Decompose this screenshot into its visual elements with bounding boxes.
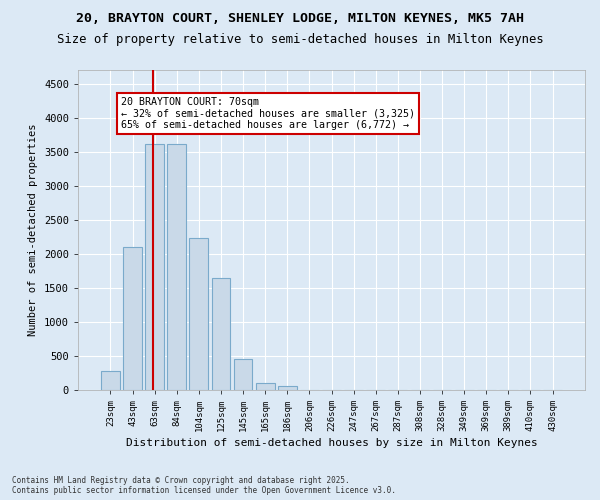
Bar	[278, 386, 296, 390]
Text: Contains HM Land Registry data © Crown copyright and database right 2025.
Contai: Contains HM Land Registry data © Crown c…	[12, 476, 396, 495]
Bar	[190, 238, 208, 390]
Bar	[145, 144, 164, 390]
X-axis label: Distribution of semi-detached houses by size in Milton Keynes: Distribution of semi-detached houses by …	[125, 438, 538, 448]
Bar	[167, 144, 186, 390]
Bar	[256, 383, 275, 390]
Bar	[233, 360, 253, 390]
Bar	[123, 247, 142, 390]
Bar	[212, 278, 230, 390]
Text: 20, BRAYTON COURT, SHENLEY LODGE, MILTON KEYNES, MK5 7AH: 20, BRAYTON COURT, SHENLEY LODGE, MILTON…	[76, 12, 524, 26]
Bar	[101, 371, 120, 390]
Text: Size of property relative to semi-detached houses in Milton Keynes: Size of property relative to semi-detach…	[56, 32, 544, 46]
Y-axis label: Number of semi-detached properties: Number of semi-detached properties	[28, 124, 38, 336]
Text: 20 BRAYTON COURT: 70sqm
← 32% of semi-detached houses are smaller (3,325)
65% of: 20 BRAYTON COURT: 70sqm ← 32% of semi-de…	[121, 97, 415, 130]
